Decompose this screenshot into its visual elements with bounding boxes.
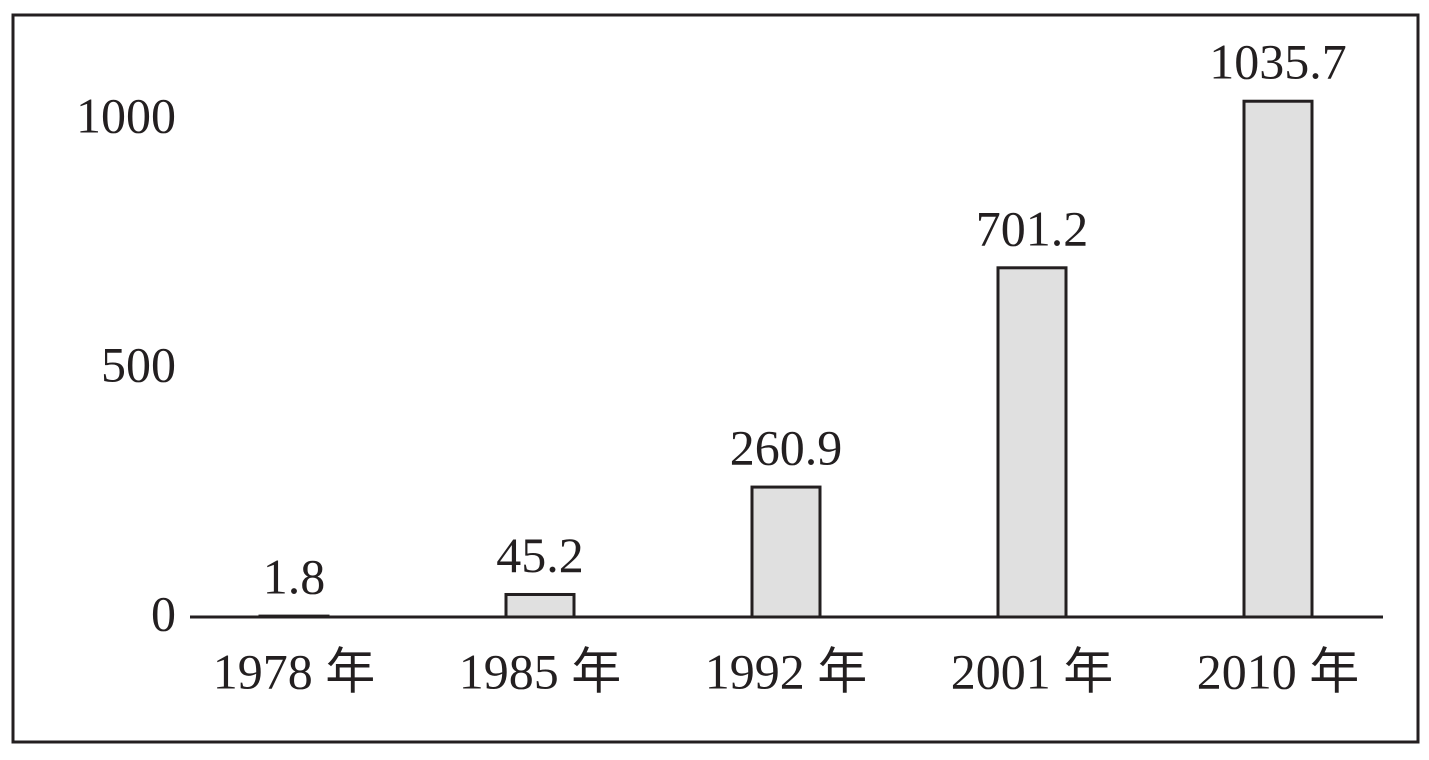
x-tick-label: 1992 年 <box>705 643 868 699</box>
bar <box>1242 99 1314 619</box>
y-tick-label: 500 <box>101 336 176 392</box>
y-tick-label: 1000 <box>76 87 176 143</box>
value-label: 1035.7 <box>1209 34 1347 90</box>
bar <box>258 614 330 619</box>
bar <box>750 485 822 619</box>
x-tick-label: 1985 年 <box>459 643 622 699</box>
value-label: 701.2 <box>976 200 1089 256</box>
frame <box>11 13 1420 744</box>
bar <box>504 592 576 619</box>
bar <box>996 266 1068 619</box>
y-tick-label: 0 <box>151 585 176 641</box>
x-tick-label: 2001 年 <box>951 643 1114 699</box>
x-tick-label: 1978 年 <box>213 643 376 699</box>
x-tick-label: 2010 年 <box>1197 643 1360 699</box>
value-label: 45.2 <box>496 527 584 583</box>
value-label: 260.9 <box>730 420 843 476</box>
value-label: 1.8 <box>263 549 326 605</box>
